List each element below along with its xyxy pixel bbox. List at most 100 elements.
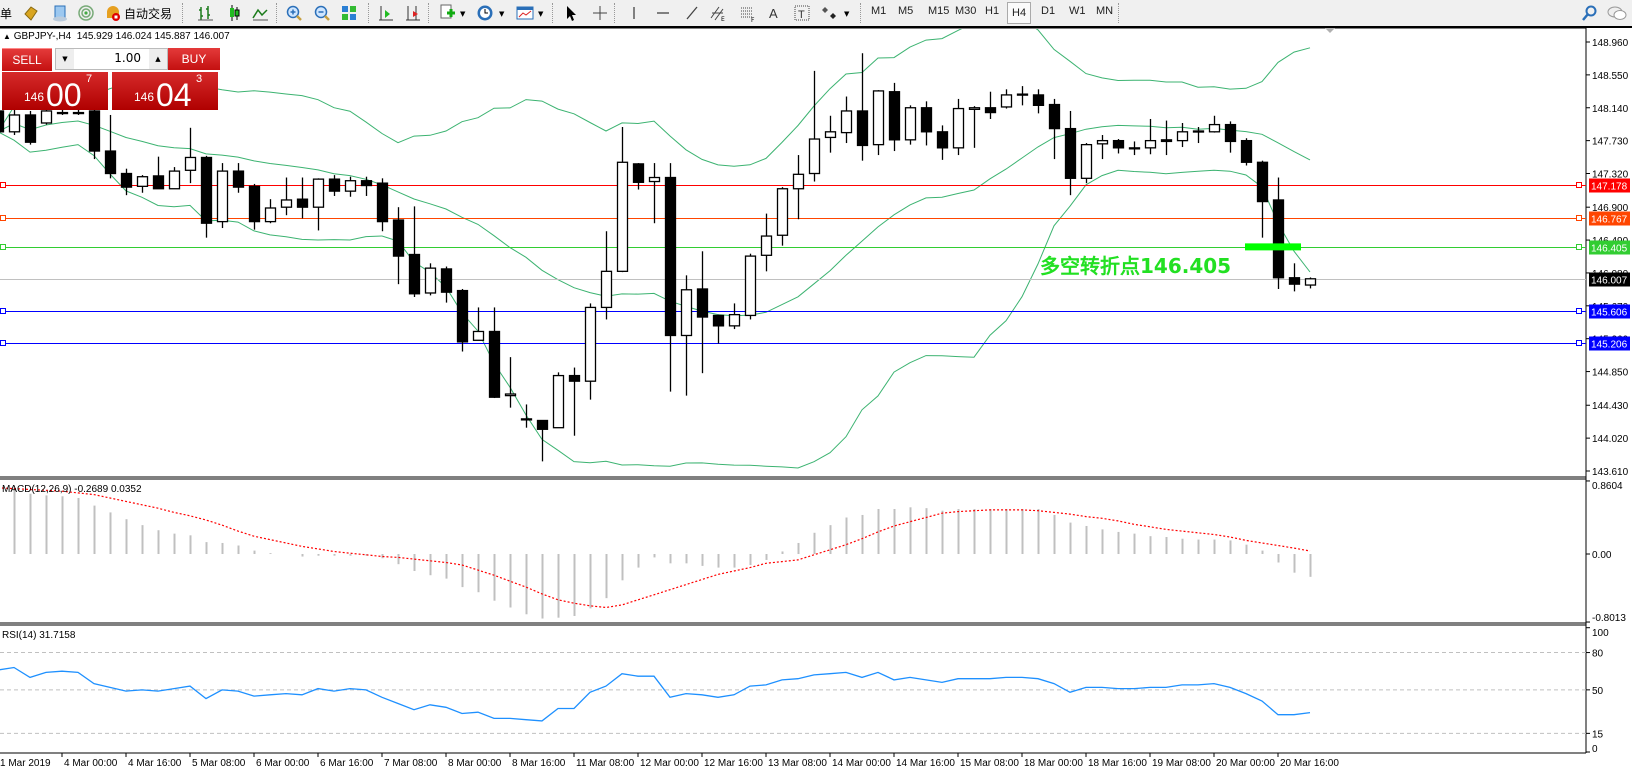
candle[interactable]: [920, 101, 933, 146]
cursor-icon[interactable]: [562, 3, 580, 23]
search-icon[interactable]: [1580, 3, 1598, 23]
buy-button[interactable]: BUY: [168, 48, 220, 70]
candle[interactable]: [312, 178, 325, 231]
candle[interactable]: [152, 156, 165, 190]
candle[interactable]: [968, 106, 981, 148]
candle[interactable]: [552, 372, 565, 429]
candle[interactable]: [568, 367, 581, 436]
candle[interactable]: [1272, 177, 1285, 289]
fibonacci-icon[interactable]: F: [739, 3, 757, 23]
candle[interactable]: [520, 404, 533, 428]
candlestick-icon[interactable]: [225, 3, 243, 23]
candle[interactable]: [280, 177, 293, 216]
candle[interactable]: [472, 307, 485, 341]
candle[interactable]: [616, 126, 629, 273]
candle[interactable]: [440, 266, 453, 303]
candle[interactable]: [504, 357, 517, 408]
candle[interactable]: [120, 168, 133, 196]
candle[interactable]: [792, 155, 805, 220]
level-handle-right[interactable]: [1576, 308, 1582, 314]
candle[interactable]: [1288, 263, 1301, 292]
arrows-icon[interactable]: [821, 3, 839, 23]
candle[interactable]: [664, 163, 677, 392]
chart-shift-marker[interactable]: [1325, 28, 1335, 33]
level-handle-left[interactable]: [0, 182, 6, 188]
timeframe-d1[interactable]: D1: [1041, 5, 1056, 17]
candle[interactable]: [696, 251, 709, 374]
candle[interactable]: [1016, 86, 1029, 106]
candle[interactable]: [392, 207, 405, 285]
dropdown-arrow-icon[interactable]: ▼: [460, 10, 466, 18]
timeframe-w1[interactable]: W1: [1069, 5, 1086, 17]
candle[interactable]: [584, 303, 597, 400]
line-chart-icon[interactable]: [251, 3, 269, 23]
candle[interactable]: [8, 106, 21, 136]
candle[interactable]: [56, 109, 69, 115]
candle[interactable]: [712, 314, 725, 344]
timeframe-h4[interactable]: H4: [1007, 2, 1032, 24]
candle[interactable]: [408, 206, 421, 297]
candle[interactable]: [296, 177, 309, 219]
candle[interactable]: [376, 178, 389, 232]
candle[interactable]: [1064, 110, 1077, 196]
candle[interactable]: [360, 176, 373, 196]
dropdown-arrow-icon[interactable]: ▼: [844, 10, 850, 18]
periods-icon[interactable]: [476, 3, 494, 23]
candle[interactable]: [184, 127, 197, 184]
candle[interactable]: [984, 91, 997, 119]
experts-icon[interactable]: [22, 3, 40, 23]
auto-scroll-icon[interactable]: [404, 3, 422, 23]
candle[interactable]: [1240, 138, 1253, 166]
timeframe-m5[interactable]: M5: [898, 5, 914, 17]
level-handle-right[interactable]: [1576, 215, 1582, 221]
candle[interactable]: [1304, 277, 1317, 289]
templates-icon[interactable]: [516, 3, 534, 23]
candle[interactable]: [456, 288, 469, 352]
text-icon[interactable]: A: [765, 3, 783, 23]
vertical-line-icon[interactable]: [625, 3, 643, 23]
candle[interactable]: [1032, 89, 1045, 114]
level-handle-left[interactable]: [0, 215, 6, 221]
candle[interactable]: [248, 183, 261, 230]
candle[interactable]: [1176, 122, 1189, 148]
candle[interactable]: [1208, 115, 1221, 133]
candle[interactable]: [1192, 126, 1205, 144]
level-handle-right[interactable]: [1576, 340, 1582, 346]
indicators-icon[interactable]: [438, 3, 456, 23]
candle[interactable]: [200, 155, 213, 238]
candle[interactable]: [136, 175, 149, 193]
candle[interactable]: [760, 213, 773, 272]
menu-label[interactable]: 单: [0, 6, 13, 21]
main-chart-area[interactable]: [0, 28, 1586, 477]
candle[interactable]: [728, 303, 741, 330]
candle[interactable]: [328, 175, 341, 196]
candle[interactable]: [1256, 160, 1269, 238]
bid-price-button[interactable]: 146 00 7: [2, 72, 108, 112]
candle[interactable]: [536, 419, 549, 462]
candle[interactable]: [808, 70, 821, 182]
level-handle-left[interactable]: [0, 340, 6, 346]
lot-increase-button[interactable]: ▲: [149, 49, 167, 69]
candle[interactable]: [632, 163, 645, 190]
navigator-icon[interactable]: [51, 3, 69, 23]
trendline-icon[interactable]: [683, 3, 701, 23]
candle[interactable]: [264, 199, 277, 224]
candle[interactable]: [168, 167, 181, 190]
auto-trading-label[interactable]: 自动交易: [124, 6, 173, 21]
candle[interactable]: [680, 275, 693, 396]
bar-chart-icon[interactable]: [196, 3, 214, 23]
level-handle-right[interactable]: [1576, 182, 1582, 188]
level-handle-left[interactable]: [0, 308, 6, 314]
timeframe-h1[interactable]: H1: [985, 5, 1000, 17]
candle[interactable]: [1048, 98, 1061, 160]
timeframe-mn[interactable]: MN: [1096, 5, 1114, 17]
auto-trading-button[interactable]: [104, 3, 122, 23]
candle[interactable]: [776, 187, 789, 246]
candle[interactable]: [24, 110, 37, 145]
candle[interactable]: [936, 125, 949, 160]
lot-size-input[interactable]: ▼ 1.00 ▲: [55, 48, 168, 70]
candle[interactable]: [952, 98, 965, 156]
signals-icon[interactable]: [77, 3, 95, 23]
sell-button[interactable]: SELL: [2, 48, 52, 71]
